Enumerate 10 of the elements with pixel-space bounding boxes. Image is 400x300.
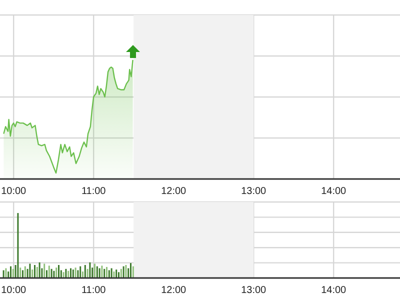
x-tick-label: 14:00 [321,285,347,296]
x-tick-label: 11:00 [81,186,106,198]
x-tick-label: 13:00 [241,186,267,198]
x-tick-label: 13:00 [241,285,267,296]
x-tick-label: 10:00 [1,186,27,198]
x-tick-label: 11:00 [81,285,106,296]
x-tick-label: 12:00 [161,285,187,296]
x-tick-label: 10:00 [1,285,27,296]
x-tick-label: 14:00 [321,186,347,198]
x-tick-label: 12:00 [161,186,187,198]
